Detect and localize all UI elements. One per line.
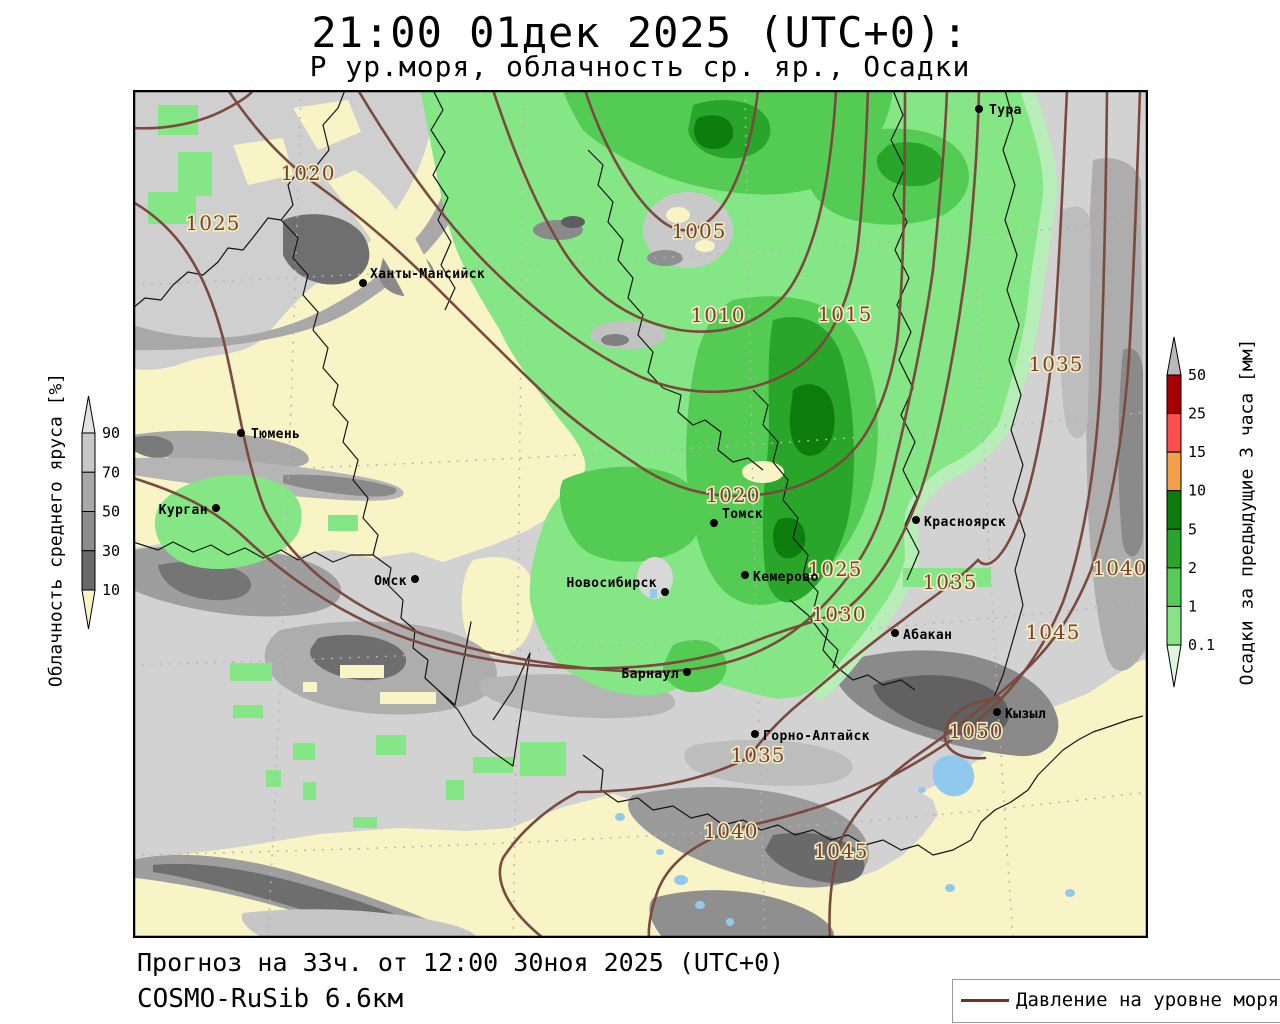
colorbar-tick: 30 (102, 542, 120, 560)
pressure-legend-line (961, 999, 1009, 1002)
city-label: Барнаул (621, 667, 679, 682)
city-dot (212, 504, 220, 512)
city-label: Тура (989, 103, 1022, 118)
city-dot (661, 588, 669, 596)
colorbar-tick: 50 (102, 503, 120, 521)
colorbar-tick: 70 (102, 463, 120, 481)
isobars (131, 88, 1142, 940)
city-label: Абакан (903, 628, 952, 643)
city-dot (741, 571, 749, 579)
city-label: Горно-Алтайск (763, 729, 870, 744)
isobar-label: 1040 (1093, 556, 1148, 580)
city-label: Кемерово (753, 570, 819, 585)
weather-map-canvas: 1020 1025 1005 1010 1015 1020 1025 1030 1035 1035… (131, 85, 1149, 940)
colorbar-tick: 5 (1188, 520, 1197, 538)
isobar-label: 1025 (186, 211, 241, 235)
colorbar-tick: 90 (102, 424, 120, 442)
isobar-label: 1015 (818, 302, 873, 326)
isobar-label: 1035 (923, 570, 978, 594)
precip-colorbar-label: Осадки за предыдущие 3 часа [мм] (1236, 338, 1258, 686)
isobar-label: 1010 (691, 303, 746, 327)
map-title-datetime: 21:00 01дек 2025 (UTC+0): (311, 8, 969, 57)
isobar-labels: 1020 1025 1005 1010 1015 1020 1025 1030 1035 1035… (184, 159, 1148, 864)
isobar-label: 1045 (814, 839, 869, 863)
city-dot (237, 429, 245, 437)
colorbar-tick: 25 (1188, 405, 1206, 423)
city-label: Красноярск (924, 515, 1006, 530)
city-label: Омск (374, 574, 407, 589)
colorbar-tick: 10 (102, 581, 120, 599)
city-markers: Тура Ханты-Мансийск Тюмень Курган Омск Томск Н… (159, 103, 1046, 744)
city-dot (993, 708, 1001, 716)
cloud-colorbar: 90 70 50 30 10 (81, 395, 120, 630)
city-label: Новосибирск (567, 576, 658, 591)
city-dot (359, 279, 367, 287)
precip-colorbar: 50 25 15 10 5 2 1 0.1 (1166, 336, 1215, 688)
city-label: Тюмень (251, 427, 300, 442)
forecast-info: Прогноз на 33ч. от 12:00 30ноя 2025 (UTC… (137, 948, 785, 977)
colorbar-tick: 0.1 (1188, 636, 1215, 654)
city-dot (975, 105, 983, 113)
region-borders (132, 89, 1144, 856)
isobar-label: 1035 (731, 743, 786, 767)
city-label: Ханты-Мансийск (370, 267, 485, 282)
isobar-label: 1030 (812, 602, 867, 626)
isobar-label: 1005 (672, 219, 727, 243)
isobar-label: 1025 (808, 557, 863, 581)
city-dot (891, 629, 899, 637)
isobar-label: 1020 (281, 161, 336, 185)
city-dot (751, 730, 759, 738)
lakes (615, 589, 1075, 926)
precipitation-layer (148, 85, 1058, 828)
colorbar-tick: 2 (1188, 559, 1197, 577)
isobar-label: 1040 (704, 819, 759, 843)
cloud-colorbar-label: Облачность среднего яруса [%] (45, 372, 67, 688)
city-label: Курган (159, 503, 208, 518)
city-label: Кызыл (1005, 707, 1046, 722)
map-title-fields: P ур.моря, облачность ср. яр., Осадки (309, 50, 971, 83)
weather-map: 1020 1025 1005 1010 1015 1020 1025 1030 1035 1035… (131, 85, 1149, 940)
isobar-label: 1035 (1029, 352, 1084, 376)
isobar-label: 1050 (949, 719, 1004, 743)
isobar-label: 1020 (706, 483, 761, 507)
colorbar-tick: 15 (1188, 443, 1206, 461)
isobar-label: 1045 (1026, 620, 1081, 644)
city-dot (912, 516, 920, 524)
colorbar-tick: 10 (1188, 482, 1206, 500)
pressure-legend-label: Давление на уровне моря (1016, 989, 1280, 1011)
city-dot (683, 668, 691, 676)
city-label: Томск (722, 507, 763, 522)
model-info: COSMO-RuSib 6.6км (137, 984, 404, 1014)
city-dot (411, 575, 419, 583)
colorbar-tick: 1 (1188, 597, 1197, 615)
city-dot (710, 519, 718, 527)
colorbar-tick: 50 (1188, 366, 1206, 384)
map-frame (132, 89, 1149, 939)
